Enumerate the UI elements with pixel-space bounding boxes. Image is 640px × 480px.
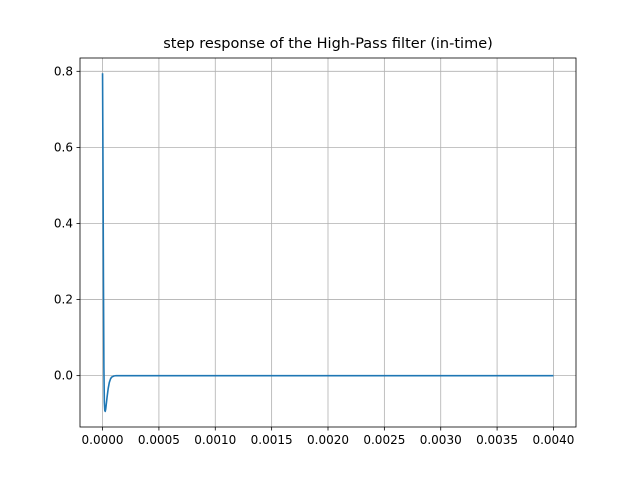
x-tick-label: 0.0040 [532,433,574,447]
x-tick-label: 0.0010 [194,433,236,447]
y-tick-label: 0.6 [54,140,73,154]
x-tick-label: 0.0005 [138,433,180,447]
x-tick-label: 0.0000 [82,433,124,447]
x-tick-label: 0.0035 [476,433,518,447]
chart-title: step response of the High-Pass filter (i… [163,36,493,52]
y-tick-label: 0.8 [54,64,73,78]
x-tick-label: 0.0025 [363,433,405,447]
y-tick-label: 0.0 [54,369,73,383]
ticks: 0.0000 0.0005 0.0010 0.0015 0.0020 0.0025 0.00… [54,64,575,447]
series-layer [101,73,554,413]
x-tick-label: 0.0030 [420,433,462,447]
y-tick-label: 0.2 [54,293,73,307]
series-line-0 [101,73,554,413]
x-tick-label: 0.0015 [251,433,293,447]
grid [80,58,576,427]
y-tick-label: 0.4 [54,216,73,230]
x-tick-label: 0.0020 [307,433,349,447]
